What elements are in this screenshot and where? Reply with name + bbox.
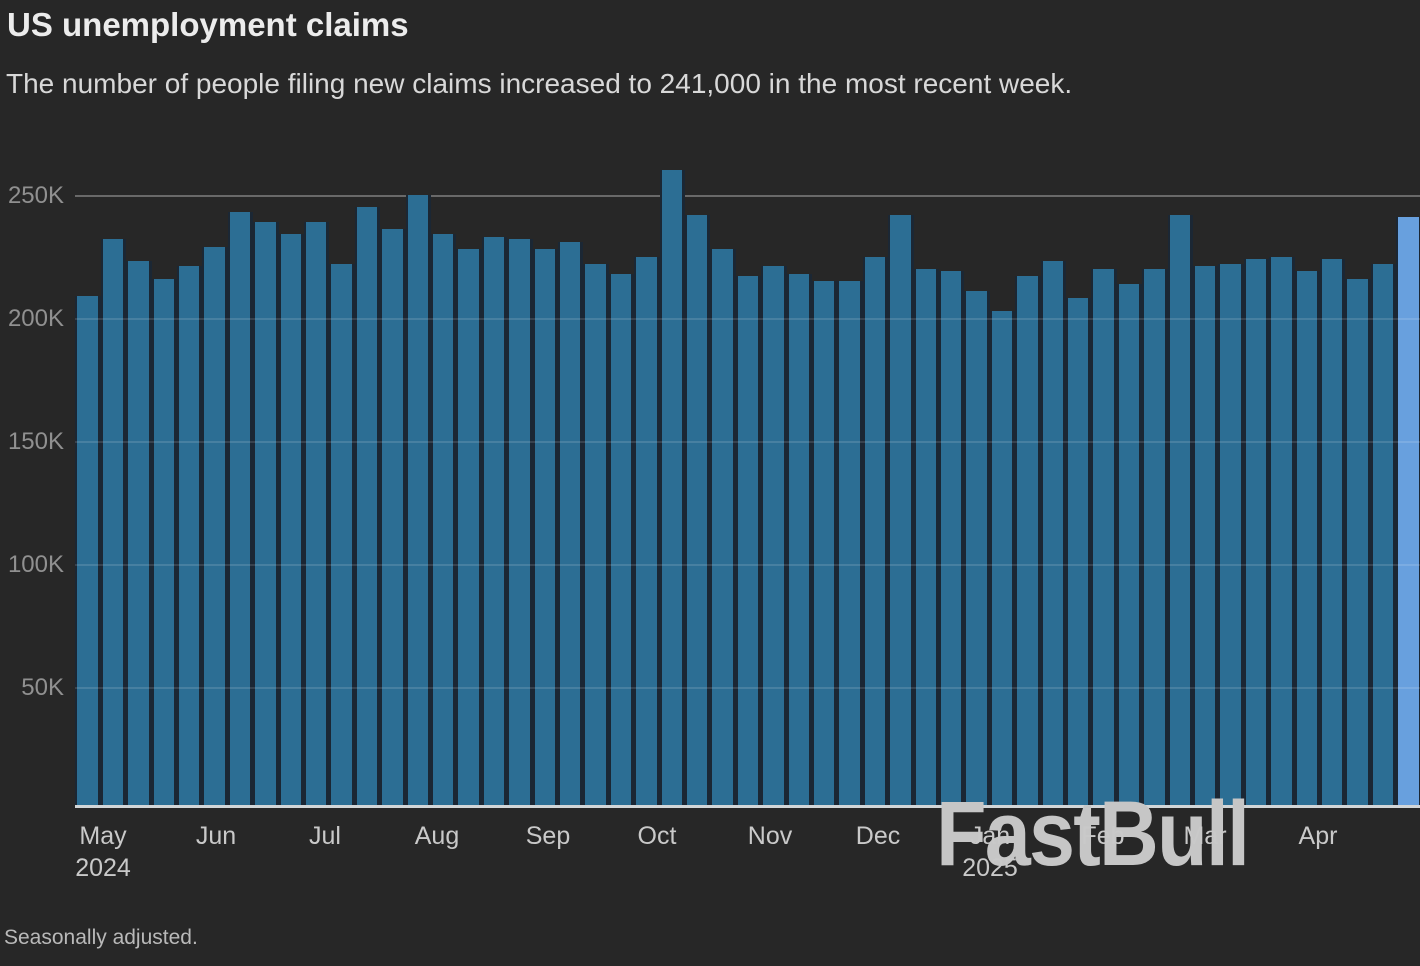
bar-week-43 bbox=[1142, 269, 1168, 808]
bar-week-48 bbox=[1269, 257, 1295, 808]
bar-week-8 bbox=[253, 222, 279, 808]
x-axis-line bbox=[75, 805, 1420, 808]
bar-week-34 bbox=[913, 269, 939, 808]
bar-week-31 bbox=[837, 281, 863, 808]
bar-week-10 bbox=[304, 222, 330, 808]
y-tick-label-150K: 150K bbox=[7, 428, 64, 455]
bar-week-38 bbox=[1015, 276, 1041, 808]
y-tick-label-250K: 250K bbox=[7, 182, 64, 209]
y-tick-label-50K: 50K bbox=[21, 674, 64, 701]
bar-week-14 bbox=[405, 195, 431, 808]
bar-week-28 bbox=[761, 266, 787, 808]
bar-week-37 bbox=[989, 311, 1016, 808]
bar-latest-week bbox=[1396, 217, 1420, 808]
bar-week-5 bbox=[177, 266, 203, 808]
bar-week-36 bbox=[964, 291, 990, 808]
bar-week-9 bbox=[278, 234, 304, 808]
bar-week-21 bbox=[583, 264, 609, 808]
bar-week-6 bbox=[202, 247, 228, 808]
bar-week-3 bbox=[126, 261, 152, 808]
bar-week-39 bbox=[1040, 261, 1066, 808]
bar-week-13 bbox=[380, 229, 406, 808]
gridline-250K bbox=[75, 195, 1420, 197]
x-month-label-aug: Aug bbox=[414, 822, 460, 850]
x-month-label-jun: Jun bbox=[195, 822, 237, 850]
bar-week-15 bbox=[431, 234, 457, 808]
bar-week-51 bbox=[1345, 279, 1371, 808]
gridline-150K bbox=[75, 441, 1420, 443]
bar-week-30 bbox=[812, 281, 838, 808]
bar-week-29 bbox=[786, 274, 812, 808]
bar-week-33 bbox=[888, 215, 914, 808]
source-note: Seasonally adjusted. bbox=[4, 926, 198, 949]
gridline-200K bbox=[75, 318, 1420, 320]
bar-week-42 bbox=[1116, 284, 1143, 808]
bar-week-32 bbox=[862, 257, 889, 808]
bar-week-18 bbox=[507, 239, 533, 808]
bar-week-16 bbox=[456, 249, 482, 808]
bar-week-19 bbox=[532, 249, 558, 808]
x-month-label-may: May 2024 bbox=[75, 822, 131, 882]
bar-week-45 bbox=[1193, 266, 1219, 808]
x-year-label-2024: 2024 bbox=[75, 854, 131, 882]
x-month-label-oct: Oct bbox=[637, 822, 677, 850]
x-month-label-jan: Jan 2025 bbox=[962, 822, 1018, 882]
bar-week-46 bbox=[1218, 264, 1244, 808]
bar-week-20 bbox=[558, 242, 584, 808]
bar-week-52 bbox=[1370, 264, 1397, 808]
chart-title: US unemployment claims bbox=[7, 6, 409, 43]
chart-subtitle: The number of people filing new claims i… bbox=[6, 68, 1073, 99]
bar-week-49 bbox=[1294, 271, 1320, 808]
bar-week-1 bbox=[75, 296, 101, 808]
bar-week-12 bbox=[354, 207, 381, 808]
bar-week-23 bbox=[634, 257, 660, 808]
x-month-label-mar: Mar bbox=[1183, 822, 1227, 850]
bar-week-26 bbox=[710, 249, 736, 808]
bar-week-47 bbox=[1243, 259, 1270, 808]
x-month-label-dec: Dec bbox=[855, 822, 901, 850]
bar-week-27 bbox=[735, 276, 762, 808]
bar-week-4 bbox=[151, 279, 177, 808]
x-month-label-nov: Nov bbox=[747, 822, 793, 850]
y-tick-label-100K: 100K bbox=[7, 551, 64, 578]
x-month-label-jul: Jul bbox=[309, 822, 341, 850]
y-tick-label-200K: 200K bbox=[7, 305, 64, 332]
bar-week-40 bbox=[1066, 298, 1092, 808]
bar-week-50 bbox=[1320, 259, 1346, 808]
bar-week-24 bbox=[659, 170, 685, 808]
gridline-100K bbox=[75, 564, 1420, 566]
x-month-label-apr: Apr bbox=[1298, 822, 1338, 850]
bar-week-41 bbox=[1091, 269, 1117, 808]
gridline-50K bbox=[75, 687, 1420, 689]
bar-week-44 bbox=[1167, 215, 1193, 808]
bar-week-7 bbox=[227, 212, 254, 808]
bar-week-22 bbox=[608, 274, 635, 808]
x-month-label-sep: Sep bbox=[525, 822, 571, 850]
bar-week-35 bbox=[939, 271, 965, 808]
bar-week-2 bbox=[100, 239, 127, 808]
bar-week-11 bbox=[329, 264, 355, 808]
x-month-label-feb: Feb bbox=[1081, 822, 1125, 850]
x-year-label-2025: 2025 bbox=[962, 854, 1018, 882]
fastbull-watermark: FastBull bbox=[936, 783, 1250, 885]
bar-week-17 bbox=[481, 237, 508, 808]
bar-week-25 bbox=[685, 215, 711, 808]
